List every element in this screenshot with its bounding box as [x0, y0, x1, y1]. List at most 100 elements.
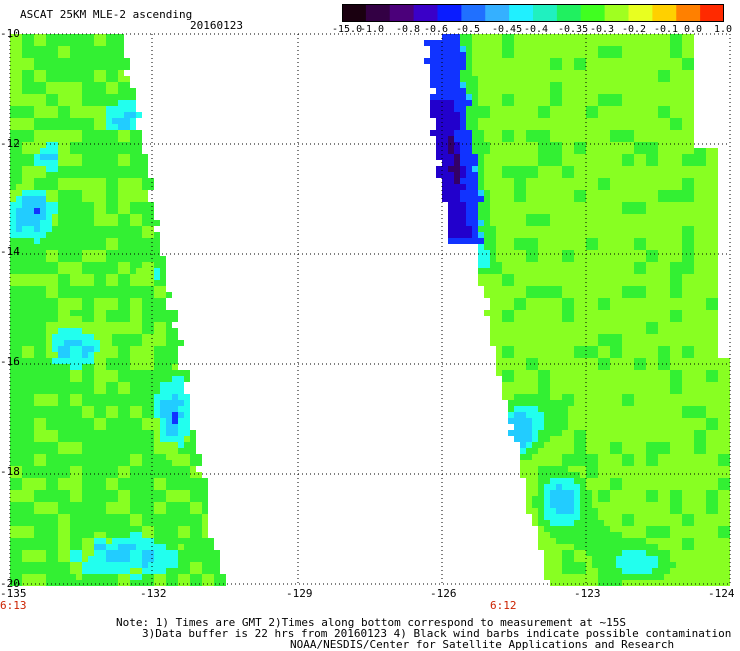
swath-cell [592, 34, 598, 40]
swath-cell [520, 394, 526, 400]
swath-cell [688, 160, 694, 166]
swath-cell [460, 166, 466, 172]
swath-cell [40, 304, 46, 310]
swath-cell [112, 172, 118, 178]
swath-cell [460, 220, 466, 226]
swath-cell [76, 442, 82, 448]
swath-cell [562, 436, 568, 442]
swath-cell [604, 268, 610, 274]
swath-cell [580, 130, 586, 136]
swath-cell [16, 166, 22, 172]
swath-cell [28, 220, 34, 226]
swath-cell [628, 250, 634, 256]
swath-cell [46, 478, 52, 484]
swath-cell [106, 430, 112, 436]
swath-cell [622, 388, 628, 394]
swath-cell [22, 316, 28, 322]
swath-cell [652, 40, 658, 46]
swath-cell [538, 334, 544, 340]
swath-cell [76, 52, 82, 58]
swath-cell [142, 172, 148, 178]
swath-cell [82, 430, 88, 436]
swath-cell [28, 406, 34, 412]
swath-cell [532, 64, 538, 70]
swath-cell [10, 334, 16, 340]
swath-cell [58, 406, 64, 412]
swath-cell [574, 430, 580, 436]
swath-cell [694, 466, 700, 472]
swath-cell [664, 220, 670, 226]
swath-cell [502, 268, 508, 274]
swath-cell [598, 118, 604, 124]
swath-cell [532, 406, 538, 412]
swath-cell [616, 46, 622, 52]
swath-cell [142, 370, 148, 376]
swath-cell [568, 328, 574, 334]
swath-cell [526, 454, 532, 460]
swath-cell [502, 340, 508, 346]
swath-cell [124, 172, 130, 178]
swath-cell [640, 58, 646, 64]
swath-cell [604, 298, 610, 304]
swath-cell [634, 388, 640, 394]
swath-cell [544, 370, 550, 376]
swath-cell [610, 328, 616, 334]
swath-cell [694, 280, 700, 286]
swath-cell [622, 202, 628, 208]
swath-cell [616, 88, 622, 94]
swath-cell [646, 358, 652, 364]
swath-cell [106, 250, 112, 256]
swath-cell [640, 70, 646, 76]
swath-cell [64, 268, 70, 274]
swath-cell [616, 202, 622, 208]
swath-cell [622, 280, 628, 286]
swath-cell [634, 310, 640, 316]
swath-cell [10, 82, 16, 88]
swath-cell [88, 328, 94, 334]
swath-cell [454, 82, 460, 88]
swath-cell [106, 190, 112, 196]
swath-cell [658, 298, 664, 304]
swath-cell [76, 358, 82, 364]
swath-cell [118, 220, 124, 226]
swath-cell [700, 436, 706, 442]
swath-cell [130, 418, 136, 424]
swath-cell [94, 88, 100, 94]
swath-cell [28, 118, 34, 124]
swath-cell [130, 346, 136, 352]
swath-cell [538, 376, 544, 382]
swath-cell [94, 70, 100, 76]
swath-cell [610, 130, 616, 136]
swath-cell [652, 382, 658, 388]
swath-cell [616, 118, 622, 124]
swath-cell [40, 202, 46, 208]
swath-cell [544, 346, 550, 352]
swath-cell [634, 412, 640, 418]
swath-cell [508, 400, 514, 406]
swath-cell [556, 250, 562, 256]
swath-cell [124, 154, 130, 160]
swath-cell [34, 388, 40, 394]
swath-cell [604, 352, 610, 358]
swath-cell [454, 40, 460, 46]
swath-cell [28, 280, 34, 286]
swath-cell [670, 376, 676, 382]
swath-cell [514, 304, 520, 310]
swath-cell [592, 70, 598, 76]
swath-cell [550, 430, 556, 436]
swath-cell [178, 406, 184, 412]
colorbar-swatch [509, 4, 533, 22]
swath-cell [544, 184, 550, 190]
swath-cell [646, 352, 652, 358]
swath-cell [154, 340, 160, 346]
swath-cell [490, 106, 496, 112]
swath-cell [682, 82, 688, 88]
swath-cell [580, 184, 586, 190]
swath-cell [550, 46, 556, 52]
swath-cell [52, 364, 58, 370]
swath-cell [508, 52, 514, 58]
swath-cell [52, 178, 58, 184]
swath-cell [46, 388, 52, 394]
swath-cell [160, 304, 166, 310]
swath-cell [148, 400, 154, 406]
